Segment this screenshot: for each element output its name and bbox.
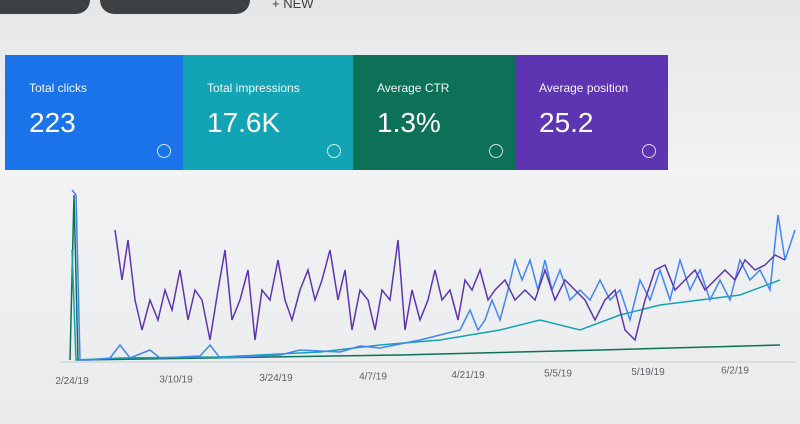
help-icon[interactable] xyxy=(327,144,341,158)
metric-value: 1.3% xyxy=(377,107,441,138)
date-label: 5/5/19 xyxy=(544,369,572,380)
ctr-line xyxy=(69,194,781,361)
metric-label: Average CTR xyxy=(377,81,450,95)
date-filter-button[interactable] xyxy=(100,0,250,14)
metric-label: Average position xyxy=(539,81,629,95)
date-label: 3/10/19 xyxy=(159,375,193,386)
date-label: 3/24/19 xyxy=(259,373,293,384)
metric-value: 25.2 xyxy=(539,107,594,138)
clicks-line xyxy=(71,189,796,361)
help-icon[interactable] xyxy=(489,144,503,158)
metric-card[interactable]: Total clicks 223 xyxy=(5,55,183,170)
metric-label: Total impressions xyxy=(207,81,300,95)
metric-value: 223 xyxy=(29,107,76,138)
metric-value: 17.6K xyxy=(207,107,281,138)
metric-card[interactable]: Average position 25.2 xyxy=(515,55,668,170)
help-icon[interactable] xyxy=(642,144,656,158)
metric-label: Total clicks xyxy=(29,81,88,95)
x-axis-dates: 2/24/19 3/10/19 3/24/19 4/7/19 4/21/19 5/5/19… xyxy=(55,366,749,388)
metric-card[interactable]: Average CTR 1.3% xyxy=(353,55,515,170)
date-label: 5/19/19 xyxy=(631,367,665,378)
position-line xyxy=(114,229,786,342)
date-label: 6/2/19 xyxy=(721,366,749,377)
new-button[interactable]: + NEW xyxy=(272,0,314,11)
date-label: 2/24/19 xyxy=(55,376,89,387)
filter-button[interactable] xyxy=(0,0,90,14)
impressions-line xyxy=(71,249,781,361)
new-label: NEW xyxy=(283,0,314,11)
help-icon[interactable] xyxy=(157,144,171,158)
metric-card[interactable]: Total impressions 17.6K xyxy=(183,55,353,170)
date-label: 4/21/19 xyxy=(451,370,485,381)
date-label: 4/7/19 xyxy=(359,372,387,383)
